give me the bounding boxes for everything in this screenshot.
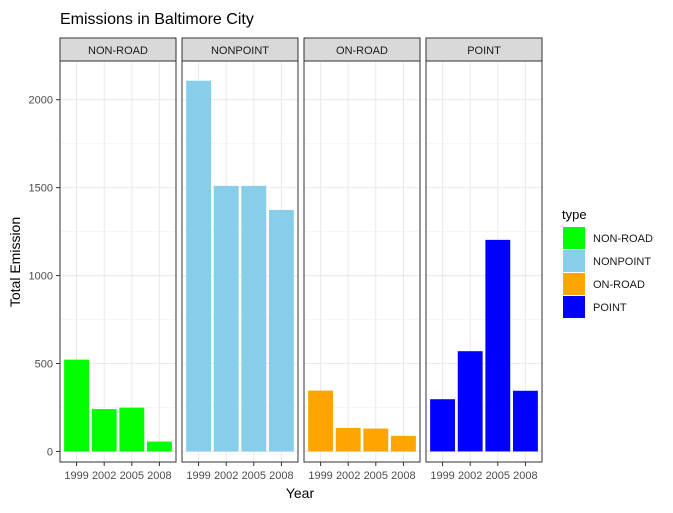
panel-border xyxy=(59,60,177,463)
x-axis-label: Year xyxy=(286,485,315,501)
x-tick-label: 2005 xyxy=(364,470,388,482)
y-tick-label: 500 xyxy=(35,359,53,371)
legend-label: NON-ROAD xyxy=(593,233,653,245)
y-axis-label: Total Emission xyxy=(7,217,23,307)
x-tick-label: 2002 xyxy=(336,470,360,482)
legend-swatch xyxy=(563,227,585,249)
x-tick-label: 2005 xyxy=(242,470,266,482)
facet-strip-label: POINT xyxy=(467,45,501,57)
legend-item-on-road: ON-ROAD xyxy=(563,273,645,295)
x-tick-label: 1999 xyxy=(430,470,454,482)
bar-point-2002 xyxy=(457,351,483,452)
facet-strip-label: NON-ROAD xyxy=(88,45,148,57)
panel-border xyxy=(425,60,543,463)
x-tick-label: 2002 xyxy=(458,470,482,482)
bar-point-2008 xyxy=(513,390,538,452)
legend-swatch xyxy=(563,273,585,295)
legend-label: NONPOINT xyxy=(593,256,651,268)
x-tick-label: 2008 xyxy=(147,470,171,482)
bar-non-road-2002 xyxy=(91,409,117,452)
y-tick-label: 1000 xyxy=(29,271,53,283)
bar-non-road-2008 xyxy=(147,441,172,452)
x-tick-label: 2008 xyxy=(391,470,415,482)
legend-label: ON-ROAD xyxy=(593,279,645,291)
panel-border xyxy=(303,60,421,463)
legend: type NON-ROAD NONPOINT ON-ROAD POINT xyxy=(562,207,653,318)
x-tick-label: 2008 xyxy=(269,470,293,482)
chart-title: Emissions in Baltimore City xyxy=(60,11,254,28)
facet-panel-on-road: ON-ROAD 1999 2002 2005 2008 xyxy=(303,37,421,482)
legend-item-nonpoint: NONPOINT xyxy=(563,250,651,272)
bar-nonpoint-2008 xyxy=(269,209,294,452)
bar-nonpoint-1999 xyxy=(186,80,211,452)
bar-non-road-1999 xyxy=(64,359,89,452)
x-tick-label: 1999 xyxy=(186,470,210,482)
facet-panel-nonpoint: NONPOINT 1999 2002 2005 2008 xyxy=(181,37,299,482)
facet-panel-point: POINT 1999 2002 2005 2008 xyxy=(425,37,543,482)
x-tick-label: 2002 xyxy=(214,470,238,482)
bar-on-road-2005 xyxy=(363,428,389,452)
bar-on-road-1999 xyxy=(308,390,333,452)
legend-item-point: POINT xyxy=(563,296,627,318)
bar-on-road-2008 xyxy=(391,435,416,452)
bar-point-1999 xyxy=(430,399,455,452)
facet-panel-non-road: NON-ROAD 1999 2002 2005 2008 xyxy=(59,37,177,482)
bar-on-road-2002 xyxy=(335,427,361,452)
y-axis: 0 500 1000 1500 2000 xyxy=(29,95,60,458)
x-tick-label: 1999 xyxy=(308,470,332,482)
facet-strip-label: ON-ROAD xyxy=(336,45,388,57)
y-tick-label: 0 xyxy=(47,446,53,458)
bar-non-road-2005 xyxy=(119,407,145,452)
facet-strip-label: NONPOINT xyxy=(211,45,269,57)
x-tick-label: 2002 xyxy=(92,470,116,482)
x-tick-label: 1999 xyxy=(64,470,88,482)
legend-label: POINT xyxy=(593,302,627,314)
legend-item-non-road: NON-ROAD xyxy=(563,227,653,249)
gridlines xyxy=(304,61,420,462)
bar-nonpoint-2002 xyxy=(213,185,239,452)
panel-border xyxy=(181,60,299,463)
y-tick-label: 1500 xyxy=(29,183,53,195)
bar-nonpoint-2005 xyxy=(241,185,267,452)
legend-swatch xyxy=(563,296,585,318)
legend-title: type xyxy=(562,207,587,222)
x-tick-label: 2008 xyxy=(513,470,537,482)
y-tick-label: 2000 xyxy=(29,95,53,107)
legend-swatch xyxy=(563,250,585,272)
x-tick-label: 2005 xyxy=(120,470,144,482)
bar-point-2005 xyxy=(485,239,511,452)
x-tick-label: 2005 xyxy=(486,470,510,482)
